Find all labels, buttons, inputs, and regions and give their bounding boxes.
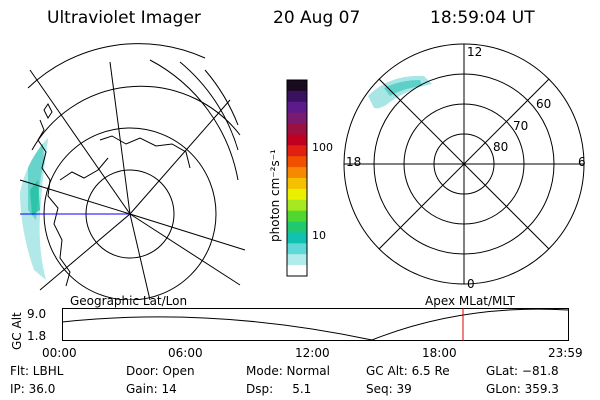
geo-latitude-value: GLat: −81.8	[486, 364, 559, 378]
altitude-plot-frame	[62, 308, 569, 341]
mlat-grid	[343, 43, 585, 285]
color-bar-segment	[287, 178, 307, 190]
color-bar-segment	[287, 254, 307, 266]
gain-value: Gain: 14	[126, 382, 177, 396]
color-bar-frame	[286, 79, 308, 277]
color-bar-segment	[287, 167, 307, 179]
color-bar-segment	[287, 90, 307, 103]
dsp-value: Dsp: 5.1	[246, 382, 312, 396]
colorbar-label: photon cm⁻²s⁻¹	[268, 149, 282, 242]
time-label: 18:59:04 UT	[430, 8, 535, 28]
mlt-label-12: 12	[467, 45, 483, 59]
geographic-map	[19, 43, 246, 300]
color-scale	[286, 79, 308, 277]
time-tick-2359: 23:59	[548, 346, 583, 360]
coastline	[37, 103, 191, 287]
altitude-tick-max: 9.0	[27, 307, 47, 321]
altitude-axis-label: GC Alt	[10, 312, 24, 350]
time-tick-0000: 00:00	[42, 346, 77, 360]
altitude-plot	[62, 308, 569, 341]
color-bar	[287, 80, 307, 277]
color-bar-segment	[287, 243, 307, 255]
time-tick-1800: 18:00	[422, 346, 457, 360]
altitude-tick-min: 1.8	[27, 329, 47, 343]
door-value: Door: Open	[126, 364, 195, 378]
mlt-label-6: 6	[578, 155, 586, 169]
color-bar-segment	[287, 199, 307, 212]
color-bar-segment	[287, 265, 307, 277]
aurora-emission-left	[20, 110, 48, 280]
latitude-grid	[27, 43, 241, 300]
color-bar-segment	[287, 221, 307, 234]
color-bar-segment	[287, 145, 307, 157]
color-bar-segment	[287, 134, 307, 146]
meridian-grid	[19, 61, 246, 300]
time-tick-0600: 06:00	[168, 346, 203, 360]
filter-value: Flt: LBHL	[10, 364, 64, 378]
color-bar-segment	[287, 232, 307, 244]
gc-altitude-value: GC Alt: 6.5 Re	[366, 364, 450, 378]
geo-longitude-value: GLon: 359.3	[486, 382, 559, 396]
mlat-label-60: 60	[536, 97, 552, 111]
geographic-caption: Geographic Lat/Lon	[70, 294, 188, 308]
date-label: 20 Aug 07	[273, 8, 361, 28]
color-bar-segment	[287, 112, 307, 125]
apex-caption: Apex MLat/MLT	[425, 294, 515, 308]
color-bar-segment	[287, 156, 307, 168]
color-bar-segment	[287, 188, 307, 201]
mode-value: Mode: Normal	[246, 364, 330, 378]
mlat-mlt-plot	[343, 43, 585, 285]
color-bar-segment	[287, 210, 307, 223]
mlt-label-18: 18	[346, 155, 362, 169]
altitude-curve	[62, 308, 569, 341]
color-bar-segment	[287, 123, 307, 136]
time-tick-1200: 12:00	[295, 346, 330, 360]
mlat-label-70: 70	[513, 119, 529, 133]
mlt-label-0: 0	[467, 277, 475, 291]
mlat-label-80: 80	[493, 140, 509, 154]
instrument-title: Ultraviolet Imager	[47, 8, 201, 28]
sequence-value: Seq: 39	[366, 382, 412, 396]
aurora-emission-right	[368, 75, 432, 109]
colorbar-tick-10: 10	[312, 229, 326, 242]
color-bar-segment	[287, 80, 307, 92]
color-bar-segment	[287, 101, 307, 114]
colorbar-tick-100: 100	[312, 141, 333, 154]
ip-value: IP: 36.0	[10, 382, 56, 396]
